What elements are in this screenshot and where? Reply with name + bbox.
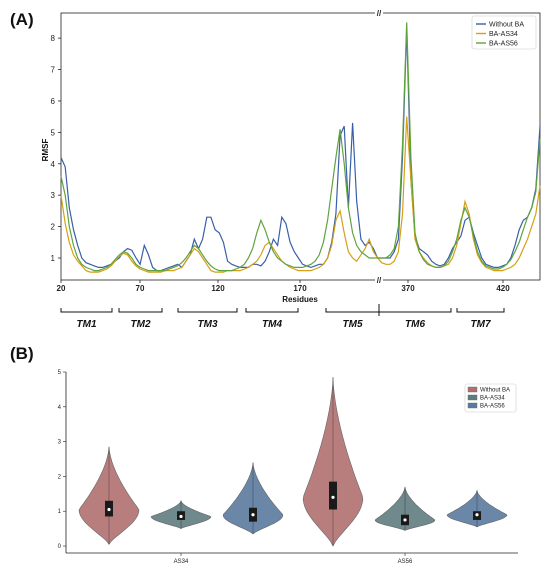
panel-a-label: (A) — [10, 10, 34, 29]
y-tick-label-a: 6 — [51, 97, 56, 106]
tm-bracket-tm5 — [325, 308, 380, 313]
series-line-without-ba — [60, 28, 541, 272]
tm-label-tm1: TM1 — [77, 319, 97, 330]
median-dot-ba-as56-as34 — [251, 513, 255, 517]
x-tick-label-a: 370 — [401, 284, 415, 293]
tm-label-tm3: TM3 — [198, 319, 218, 330]
tm-bracket-tm6 — [378, 308, 452, 313]
legend-a — [471, 15, 537, 50]
axis-break-marker-bottom: // — [377, 276, 382, 285]
tm-bracket-tm7 — [456, 308, 505, 313]
x-tick-label-a: 20 — [57, 284, 66, 293]
tm-label-tm5: TM5 — [343, 319, 363, 330]
tm-label-tm7: TM7 — [471, 319, 491, 330]
axis-break-marker-top: // — [377, 9, 382, 18]
x-tick-label-a: 170 — [293, 284, 307, 293]
legend-swatch-b — [467, 386, 478, 393]
legend-label-a: BA-AS56 — [489, 41, 518, 48]
legend-label-a: BA-AS34 — [489, 31, 518, 38]
y-tick-label-b: 3 — [58, 440, 62, 446]
y-tick-label-a: 7 — [51, 66, 56, 75]
violin-ba-as56-as34 — [222, 462, 284, 535]
tm-label-tm6: TM6 — [405, 319, 425, 330]
median-dot-without-ba-as34 — [107, 507, 111, 512]
tm-label-tm2: TM2 — [131, 319, 151, 330]
plot-area-a — [60, 12, 541, 281]
median-dot-ba-as34-as34 — [179, 514, 183, 519]
axis-break-gap-top — [375, 9, 383, 17]
iqr-box-without-ba-as56 — [329, 481, 337, 510]
y-tick-label-a: 4 — [51, 160, 56, 169]
x-tick-label-b: AS56 — [398, 559, 413, 565]
median-dot-ba-as34-as56 — [403, 518, 407, 522]
violin-without-ba-as56 — [302, 377, 364, 547]
y-tick-label-a: 2 — [51, 223, 56, 232]
x-tick-label-a: 420 — [496, 284, 510, 293]
y-tick-label-b: 2 — [58, 474, 62, 480]
x-tick-label-b: AS34 — [174, 559, 189, 565]
median-dot-without-ba-as56 — [331, 495, 335, 499]
series-line-ba-as34 — [60, 116, 541, 273]
y-tick-label-b: 5 — [58, 370, 62, 376]
legend-label-b: BA-AS34 — [480, 396, 505, 402]
y-tick-label-a: 1 — [51, 254, 56, 263]
legend-b — [464, 383, 517, 413]
median-dot-ba-as56-as56 — [475, 513, 479, 517]
tm-bracket-tm4 — [245, 308, 299, 313]
y-tick-label-b: 4 — [58, 405, 62, 411]
legend-label-b: Without BA — [480, 388, 510, 394]
tm-label-tm4: TM4 — [262, 319, 282, 330]
legend-swatch-b — [467, 394, 478, 401]
y-tick-label-a: 8 — [51, 34, 56, 43]
violin-ba-as34-as56 — [374, 486, 436, 531]
y-tick-label-b: 1 — [58, 509, 62, 515]
violin-ba-as56-as56 — [446, 490, 508, 528]
violin-without-ba-as34 — [78, 446, 140, 545]
y-tick-label-b: 0 — [58, 544, 62, 550]
y-tick-label-a: 3 — [51, 191, 56, 200]
tm-bracket-tm2 — [118, 308, 163, 313]
axis-break-gap-bottom — [375, 276, 383, 284]
panel-b-label: (B) — [10, 344, 34, 363]
x-tick-label-a: 70 — [136, 284, 145, 293]
legend-label-a: Without BA — [489, 22, 524, 29]
x-axis-title-a: Residues — [282, 295, 318, 304]
legend-label-b: BA-AS56 — [480, 404, 505, 410]
tm-bracket-tm1 — [60, 308, 113, 313]
tm-bracket-tm3 — [177, 308, 238, 313]
legend-swatch-b — [467, 402, 478, 409]
y-axis-title-a: RMSF — [41, 139, 50, 162]
y-tick-label-a: 5 — [51, 128, 56, 137]
x-tick-label-a: 120 — [211, 284, 225, 293]
series-line-ba-as56 — [60, 22, 541, 272]
